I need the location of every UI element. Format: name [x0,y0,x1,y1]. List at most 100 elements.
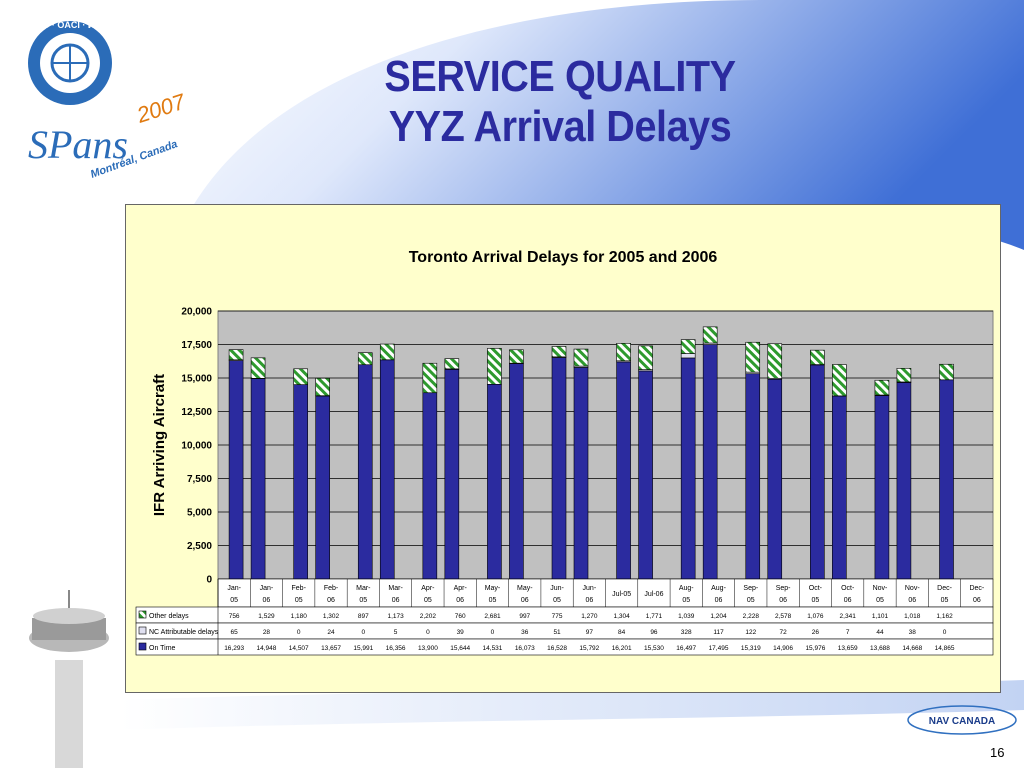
bar-on-time [616,361,631,580]
data-label: 117 [713,629,724,636]
x-tick-label: 06 [585,597,593,604]
x-tick-label: Dec- [969,585,984,592]
data-label: 15,792 [579,645,599,652]
y-tick-label: 5,000 [187,508,212,519]
data-label: 15,644 [450,645,470,652]
bar-other-delays [487,348,502,385]
bar-other-delays [832,364,847,397]
x-tick-label: Feb- [324,585,339,592]
x-tick-label: 06 [908,597,916,604]
data-label: 14,668 [902,645,922,652]
y-tick-label: 15,000 [181,374,212,385]
bar-on-time [767,378,783,580]
legend-label: Other delays [149,613,189,620]
data-label: 15,530 [644,645,664,652]
x-tick-label: 06 [521,597,529,604]
bar-on-time [745,373,761,580]
x-tick-label: Jan- [260,585,274,592]
x-tick-label: Jun- [583,585,597,592]
data-label: 84 [618,629,626,636]
x-tick-label: 06 [779,597,787,604]
bar-other-delays [616,343,631,362]
x-tick-label: 06 [973,597,981,604]
x-tick-label: 05 [682,597,690,604]
data-label: 65 [231,629,239,636]
x-tick-label: 05 [359,597,367,604]
x-tick-label: 06 [456,597,464,604]
data-label: 72 [779,629,787,636]
data-label: 26 [812,629,820,636]
data-label: 14,948 [256,645,276,652]
bar-other-delays [509,349,524,364]
bar-other-delays [767,343,783,379]
x-tick-label: 05 [489,597,497,604]
bar-on-time [573,367,589,580]
bar-on-time [315,395,330,580]
x-tick-label: May- [485,585,501,592]
data-label: 0 [362,629,366,636]
x-tick-label: Nov- [905,585,920,592]
data-label: 16,497 [676,645,696,652]
data-label: 2,228 [743,613,760,620]
bar-on-time [638,370,653,580]
data-label: 13,900 [418,645,438,652]
legend-swatch [138,610,147,619]
data-label: 328 [681,629,692,636]
bar-other-delays [874,379,890,396]
bar-other-delays [745,341,761,373]
x-tick-label: Apr- [454,585,468,592]
title-line-1: SERVICE QUALITY [384,52,736,101]
data-label: 897 [358,613,369,620]
data-label: 0 [297,629,301,636]
data-label: 16,356 [386,645,406,652]
bar-other-delays [702,326,718,344]
x-tick-label: 05 [230,597,238,604]
svg-text:2007: 2007 [133,89,189,128]
x-tick-label: 05 [553,597,561,604]
y-axis-label: IFR Arriving Aircraft [151,374,168,516]
data-label: 1,173 [387,613,404,620]
slide-title: SERVICE QUALITY YYZ Arrival Delays [270,52,850,152]
bar-on-time [810,364,825,580]
bar-on-time [293,384,308,580]
x-tick-label: 05 [876,597,884,604]
bar-on-time [509,363,524,580]
data-label: 997 [519,613,530,620]
x-tick-label: Jul-05 [612,591,631,598]
x-tick-label: Oct- [809,585,823,592]
legend-swatch [138,642,147,651]
x-tick-label: 06 [263,597,271,604]
x-tick-label: 05 [295,597,303,604]
data-label: 5 [394,629,398,636]
data-label: 16,073 [515,645,535,652]
bar-on-time [357,364,373,580]
data-label: 122 [745,629,756,636]
bar-other-delays [444,358,460,370]
data-label: 1,076 [807,613,824,620]
x-tick-label: Feb- [292,585,307,592]
x-tick-label: 05 [941,597,949,604]
bar-on-time [487,383,502,580]
bar-other-delays [293,368,308,385]
x-tick-label: 06 [844,597,852,604]
data-label: 2,341 [840,613,857,620]
bar-other-delays [357,352,373,366]
y-tick-label: 2,500 [187,541,212,552]
bar-other-delays [315,377,330,396]
data-label: 13,688 [870,645,890,652]
data-label: 51 [553,629,561,636]
bar-nc-attributable [680,353,696,359]
data-label: 17,495 [709,645,729,652]
data-label: 38 [909,629,917,636]
data-label: 28 [263,629,271,636]
bar-other-delays [680,339,696,354]
x-tick-label: Aug- [711,585,726,592]
bar-other-delays [228,349,244,361]
x-tick-label: 05 [424,597,432,604]
data-label: 1,302 [323,613,340,620]
data-label: 13,659 [838,645,858,652]
legend-swatch [138,626,147,635]
data-label: 0 [491,629,495,636]
stacked-bar-chart: 0 2,500 5,000 7,500 10,000 12,500 15,000 17,500… [135,307,994,656]
data-label: 15,319 [741,645,761,652]
